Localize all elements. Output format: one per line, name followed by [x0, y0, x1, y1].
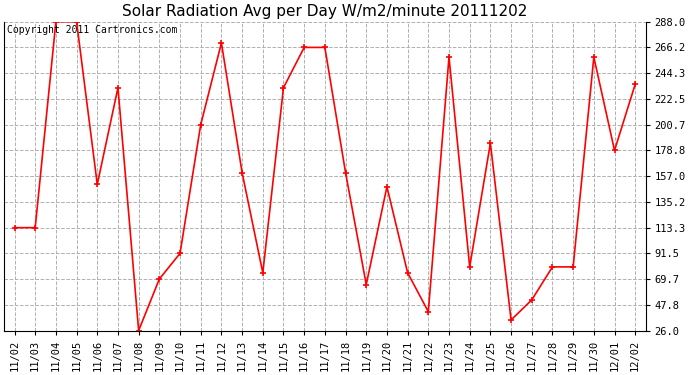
- Title: Solar Radiation Avg per Day W/m2/minute 20111202: Solar Radiation Avg per Day W/m2/minute …: [122, 4, 528, 19]
- Text: Copyright 2011 Cartronics.com: Copyright 2011 Cartronics.com: [8, 25, 178, 35]
